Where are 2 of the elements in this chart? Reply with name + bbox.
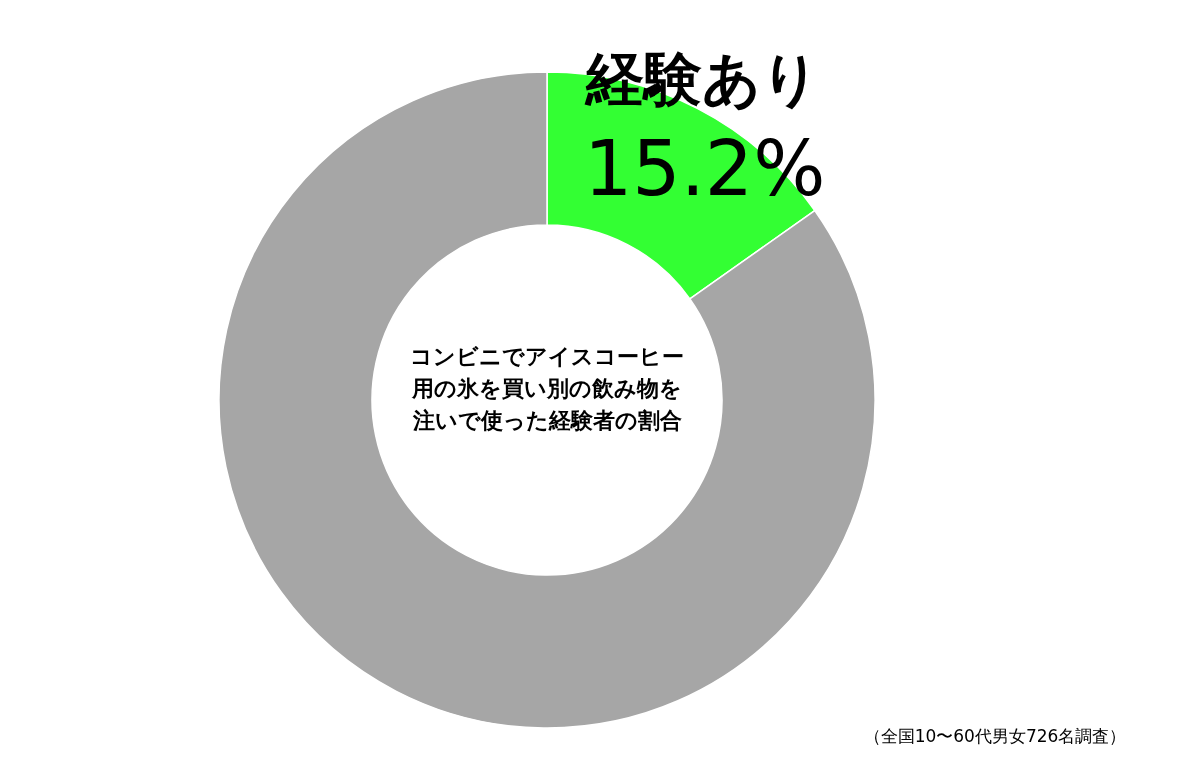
text: （全国10〜60代男女726名調査） bbox=[863, 726, 1127, 746]
text: コンビニでアイスコーヒー用の氷を買い別の飲み物を注いで使った経験者の割合 bbox=[410, 344, 684, 433]
